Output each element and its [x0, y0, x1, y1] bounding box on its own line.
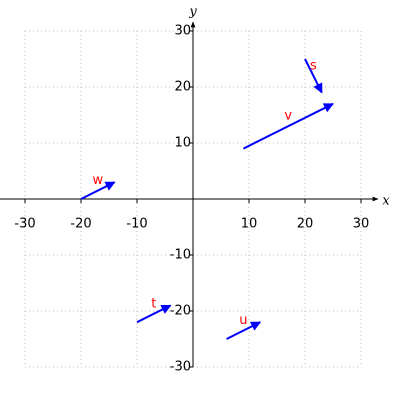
vector-label: w: [92, 173, 103, 188]
x-axis-label: x: [382, 194, 390, 209]
vector-arrow: [80, 181, 116, 200]
vector-arrow: [226, 321, 262, 340]
y-tick-label: -30: [170, 360, 191, 375]
marks: s v w t u: [80, 58, 334, 340]
vector-label: u: [239, 313, 247, 328]
x-tick-label: 30: [353, 217, 370, 232]
x-tick-label: 10: [241, 217, 258, 232]
vector-label: s: [310, 58, 317, 73]
y-axis-label: y: [188, 5, 197, 20]
vector-label: v: [284, 109, 292, 124]
y-tick-label: -20: [170, 304, 191, 319]
y-tick-label: -10: [170, 248, 191, 263]
y-tick-label: 10: [174, 136, 191, 151]
x-tick-label: -10: [126, 217, 147, 232]
x-tick-label: -30: [14, 217, 35, 232]
axes: -30 -20 -10 10 20 30 -30 -20 -10 10 20 30 x y: [0, 5, 390, 375]
x-tick-label: -20: [70, 217, 91, 232]
x-tick-label: 20: [297, 217, 314, 232]
y-tick-label: 30: [174, 24, 191, 39]
y-tick-label: 20: [174, 80, 191, 95]
vector-label: t: [151, 296, 156, 311]
vector-arrow: [242, 102, 334, 150]
vector-arrow: [136, 304, 172, 324]
vector-arrow: [304, 58, 323, 94]
